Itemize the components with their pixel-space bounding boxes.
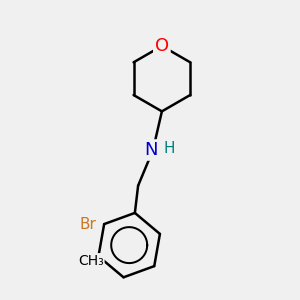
Text: N: N bbox=[145, 141, 158, 159]
Text: H: H bbox=[164, 141, 175, 156]
Text: O: O bbox=[155, 37, 169, 55]
Text: CH₃: CH₃ bbox=[78, 254, 104, 268]
Text: O: O bbox=[155, 37, 169, 55]
Text: Br: Br bbox=[80, 217, 96, 232]
